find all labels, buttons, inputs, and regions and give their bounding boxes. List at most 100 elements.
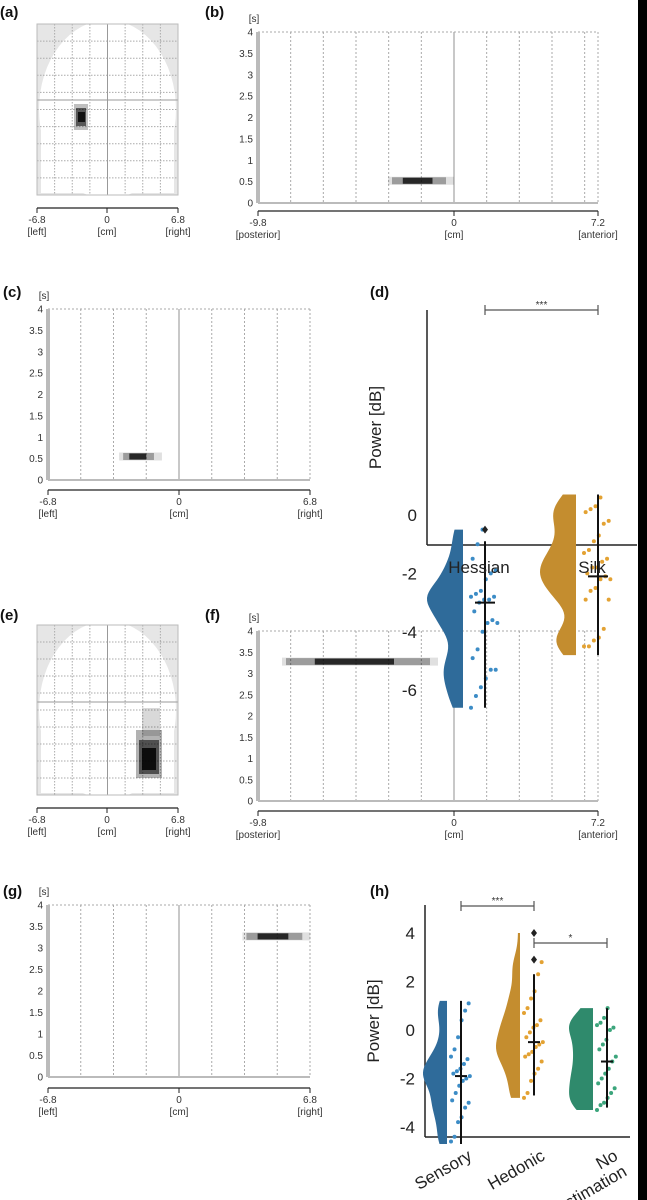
panel-label-d: (d) xyxy=(370,284,389,301)
axis-sublabel: [right] xyxy=(297,509,322,520)
tick-label: -6.8 xyxy=(28,815,46,826)
axis-sublabel: [cm] xyxy=(98,227,117,238)
data-point xyxy=(595,1108,599,1113)
data-point xyxy=(467,1074,472,1079)
data-point xyxy=(463,1105,468,1110)
significance-bar xyxy=(460,901,535,911)
data-point xyxy=(473,694,478,699)
y-tick-label: -6 xyxy=(402,681,417,700)
y-tick-label: 4 xyxy=(247,28,253,39)
time-plot-c-x-axis: -6.8[left] 0[cm] 6.8[right] xyxy=(39,489,323,520)
time-plot-g-x-axis: -6.8[left] 0[cm] 6.8[right] xyxy=(39,1087,323,1118)
outlier xyxy=(531,955,537,964)
data-point xyxy=(602,1100,607,1105)
data-point xyxy=(493,667,498,672)
x-tick-label: Silk xyxy=(578,558,606,577)
data-point xyxy=(540,1040,545,1045)
axis-sublabel: [cm] xyxy=(445,830,464,841)
y-tick-label: 1.5 xyxy=(29,1008,43,1019)
data-point xyxy=(463,1008,468,1013)
brain-border xyxy=(36,624,179,796)
raincloud-h: -4 -2 0 2 4 Power [dB] Sensory Hedonic Noestimat… xyxy=(364,896,630,1200)
data-point xyxy=(488,571,493,576)
time-plot-g: 0 0.5 1 1.5 2 2.5 3 3.5 4 [s] xyxy=(29,887,311,1084)
data-point xyxy=(449,1139,453,1144)
axis-sublabel: [cm] xyxy=(445,230,464,241)
axis-sublabel: [left] xyxy=(28,227,47,238)
y-tick-label: 1 xyxy=(247,754,253,765)
y-tick-label: 0 xyxy=(406,1021,415,1040)
data-point xyxy=(452,1134,457,1139)
y-tick-label: -2 xyxy=(400,1070,415,1089)
y-tick-label: 0.5 xyxy=(29,454,43,465)
data-point xyxy=(537,1042,542,1047)
y-tick-label: 4 xyxy=(406,924,415,943)
data-point xyxy=(605,556,610,561)
tick-label: 0 xyxy=(104,815,110,826)
y-tick-label: 4 xyxy=(37,305,43,316)
tick-label: 0 xyxy=(176,1095,182,1106)
significance-label: * xyxy=(569,933,573,944)
brain-topview-e xyxy=(36,621,179,799)
axis-sublabel: [anterior] xyxy=(578,230,618,241)
data-point xyxy=(596,1081,601,1086)
y-tick-label: 2 xyxy=(406,973,415,992)
significance-label: *** xyxy=(536,300,548,311)
data-point xyxy=(495,621,500,626)
data-point xyxy=(598,1103,603,1108)
data-point xyxy=(591,638,596,643)
panel-label-f: (f) xyxy=(205,607,220,624)
tick-label: 7.2 xyxy=(591,218,605,229)
data-point xyxy=(478,588,483,593)
y-tick-label: 0.5 xyxy=(239,177,253,188)
data-point xyxy=(595,1023,599,1028)
data-point xyxy=(597,1047,602,1052)
axis-sublabel: [posterior] xyxy=(236,230,281,241)
y-tick-label: 2.5 xyxy=(29,965,43,976)
axis-sublabel: [left] xyxy=(28,827,47,838)
activation-cluster xyxy=(402,177,433,184)
tick-label: -9.8 xyxy=(249,818,267,829)
y-tick-label: 0 xyxy=(408,506,417,525)
data-point xyxy=(538,1018,543,1023)
data-point xyxy=(600,559,605,564)
data-point xyxy=(526,1052,531,1057)
data-point xyxy=(461,1061,466,1066)
data-point xyxy=(525,1091,530,1096)
x-tick-label-line: estimation xyxy=(553,1162,630,1200)
y-tick-label: 0.5 xyxy=(239,775,253,786)
data-point xyxy=(612,1086,617,1091)
data-point xyxy=(490,618,495,623)
tick-label: -6.8 xyxy=(39,497,57,508)
data-point xyxy=(453,1091,458,1096)
axis-sublabel: [anterior] xyxy=(578,830,618,841)
y-tick-label: 0.5 xyxy=(29,1051,43,1062)
data-point xyxy=(588,507,593,512)
y-axis-unit: [s] xyxy=(39,291,50,302)
data-point xyxy=(590,565,595,570)
y-axis-label: Power [dB] xyxy=(366,386,385,469)
panel-label-a: (a) xyxy=(0,4,18,21)
axis-sublabel: [right] xyxy=(165,827,190,838)
data-point xyxy=(609,1091,614,1096)
y-tick-label: 2 xyxy=(247,712,253,723)
time-plot-f-x-axis: -9.8[posterior] 0[cm] 7.2[anterior] xyxy=(236,810,618,841)
x-tick-label: Hessian xyxy=(448,558,509,577)
data-point xyxy=(608,577,613,582)
data-point xyxy=(586,644,591,649)
data-point xyxy=(607,1028,612,1032)
data-point xyxy=(524,1035,529,1040)
data-point xyxy=(534,1023,539,1028)
y-tick-label: 0 xyxy=(247,797,253,808)
data-point xyxy=(485,621,490,626)
data-point xyxy=(583,597,588,602)
data-point xyxy=(582,550,586,555)
data-point xyxy=(611,1025,616,1030)
data-point xyxy=(536,1066,541,1071)
violin-hessian xyxy=(427,529,463,708)
panel-label-c: (c) xyxy=(3,284,21,301)
data-point xyxy=(601,626,606,631)
tick-label: 6.8 xyxy=(171,215,185,226)
y-tick-label: 3.5 xyxy=(239,49,253,60)
